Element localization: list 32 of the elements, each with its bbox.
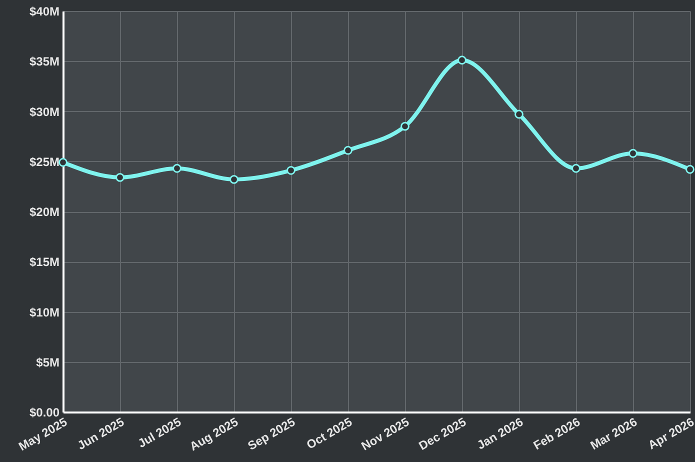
point (116, 172, 124, 182)
y-tick-label: $35M (29, 54, 60, 69)
point (686, 164, 694, 174)
x-tick-label: Sep 2025 (245, 414, 298, 453)
y-tick-label: $10M (29, 305, 60, 320)
x-tick-label: Apr 2026 (646, 414, 695, 452)
y-tick-label: $5M (36, 355, 60, 370)
x-tick-label: Dec 2025 (416, 414, 469, 453)
x-tick-label: Jun 2025 (75, 414, 127, 453)
x-tick-label: Jul 2025 (135, 414, 184, 451)
x-tick-label: Nov 2025 (358, 414, 412, 454)
point (230, 174, 238, 184)
x-tick-label: Mar 2026 (588, 414, 640, 453)
point (400, 122, 410, 131)
y-tick-label: $15M (29, 255, 60, 270)
point (628, 148, 638, 158)
point (286, 166, 296, 175)
point (458, 56, 466, 65)
x-tick-label: Oct 2025 (304, 414, 355, 452)
point (514, 110, 524, 119)
y-tick-label: $20M (29, 205, 60, 219)
point (572, 164, 580, 173)
point (344, 146, 352, 155)
y-tick-label: $30M (29, 104, 60, 119)
x-tick-label: Feb 2026 (531, 414, 583, 453)
x-tick-label: Jan 2026 (474, 414, 526, 452)
point (172, 164, 182, 173)
y-tick-label: $40M (29, 4, 60, 18)
point (58, 158, 68, 167)
y-tick-label: $0.00 (29, 406, 60, 420)
x-tick-label: Aug 2025 (187, 414, 241, 454)
y-tick-label: $25M (29, 154, 60, 169)
